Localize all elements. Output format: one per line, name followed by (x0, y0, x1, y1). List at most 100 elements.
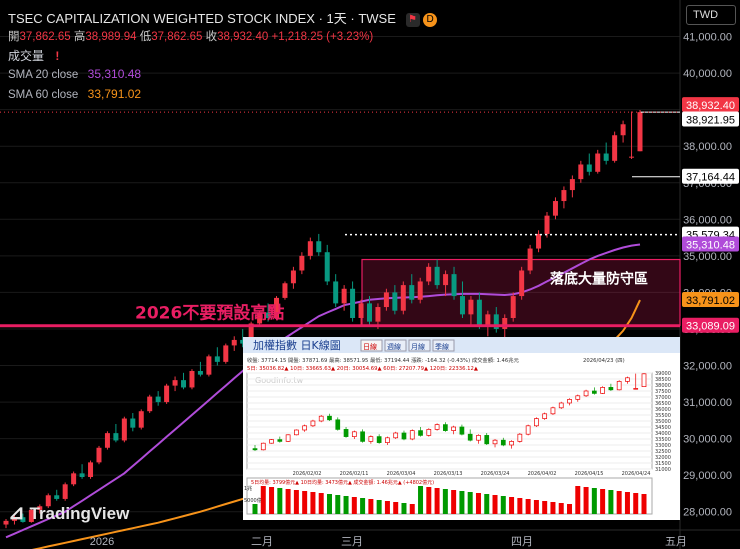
sma20-legend[interactable]: SMA 20 close 35,310.48 (8, 67, 141, 81)
inset-candle (542, 412, 548, 420)
candle-body (316, 241, 322, 253)
candle-body (214, 356, 220, 362)
candle-body (569, 179, 575, 191)
warning-icon[interactable]: ! (55, 49, 60, 63)
inset-volume-bar (451, 490, 457, 514)
inset-candle-body (260, 442, 266, 451)
candle (434, 259, 440, 289)
candle-body (586, 164, 592, 172)
candle (552, 197, 558, 220)
inset-titlebar (243, 337, 680, 353)
inset-candle-body (376, 436, 382, 443)
volume-label: 成交量 (8, 49, 45, 63)
candle-body (561, 190, 567, 202)
inset-candle (558, 401, 564, 409)
inset-candle (269, 439, 274, 444)
inset-y-tick: 33500 (655, 437, 671, 443)
inset-candle-body (277, 439, 283, 442)
inset-tab-bg (432, 339, 455, 352)
candle-body (299, 255, 305, 271)
price-label: 38,921.95 (682, 111, 739, 127)
inset-candle (600, 386, 605, 394)
price-label-bg (682, 97, 739, 113)
candle-body (113, 433, 119, 441)
candle (88, 460, 94, 479)
inset-volume-bar (575, 486, 581, 514)
open-value: 37,862.65 (19, 31, 71, 43)
inset-candle-body (459, 426, 465, 435)
delay-badge[interactable]: D (423, 12, 438, 27)
candle (350, 281, 356, 322)
candle (265, 303, 271, 322)
sma20-label: SMA 20 close (8, 69, 79, 81)
candle-body (96, 447, 102, 463)
inset-volume-bar (409, 504, 415, 514)
candle (147, 394, 153, 414)
candle (231, 336, 237, 351)
inset-volume-bar (517, 498, 523, 514)
inset-info-row: 收盤: 37714.15 開盤: 37871.69 最高: 38571.95 最… (247, 356, 520, 364)
candle-body (20, 517, 26, 522)
inset-candle-body (534, 418, 539, 427)
inset-y-tick: 38000 (655, 383, 671, 389)
price-label-text: 35,310.48 (686, 240, 735, 252)
candle-body (181, 380, 187, 388)
price-label-text: 38,921.95 (686, 115, 735, 127)
y-tick-label: 32,000.00 (683, 361, 732, 373)
candle-body (637, 112, 643, 152)
inset-volume-bar (393, 502, 399, 514)
candle (527, 244, 533, 275)
candle-body (138, 411, 144, 428)
low-label: 低 (139, 31, 152, 43)
inset-x-tick: 2026/04/02 (528, 471, 557, 477)
inset-candle-body (550, 407, 556, 415)
price-label: 33,089.09 (682, 317, 739, 333)
inset-volume-bar (633, 493, 639, 514)
candle-body (164, 385, 170, 403)
candle (586, 153, 592, 176)
inset-y-tick: 31000 (655, 467, 671, 473)
volume-legend[interactable]: 成交量 ! (8, 47, 59, 64)
inset-candle (285, 434, 291, 442)
inset-candle-body (625, 377, 630, 382)
inset-x-tick: 2026/04/15 (575, 471, 604, 477)
candle-body (527, 248, 533, 271)
candle (240, 328, 246, 348)
inset-candle (351, 430, 357, 439)
y-tick-label: 29,000.00 (683, 470, 732, 482)
currency-selector[interactable]: TWD (686, 5, 736, 25)
price-label: 38,932.40 (682, 97, 739, 113)
x-tick-label: 五月 (665, 536, 687, 548)
candle (426, 263, 432, 286)
candle-body (544, 215, 550, 234)
inset-watermark: Goodinfo.tw (255, 376, 304, 385)
candle-body (434, 266, 440, 286)
candle (37, 504, 43, 514)
inset-volume-bar (550, 502, 556, 514)
inset-candle-body (368, 436, 374, 442)
candle-body (620, 124, 626, 136)
inset-candle-body (558, 402, 564, 409)
sma60-legend[interactable]: SMA 60 close 33,791.02 (8, 87, 141, 101)
candle (409, 274, 415, 304)
x-tick-label: 2026 (90, 536, 114, 548)
y-tick-label: 31,000.00 (683, 397, 732, 409)
candle-body (223, 345, 229, 362)
price-label-bg (682, 236, 739, 252)
inset-candle (385, 436, 390, 445)
y-tick-label: 40,000.00 (683, 68, 732, 80)
inset-candle-body (575, 395, 581, 400)
inset-candle (517, 433, 523, 443)
inset-volume-bar (567, 504, 573, 514)
inset-candle-body (426, 429, 432, 436)
inset-x-tick: 2026/04/24 (622, 471, 651, 477)
inset-volume-bar (384, 501, 390, 514)
inset-y-tick: 32000 (655, 455, 671, 461)
inset-candle (401, 430, 407, 441)
inset-volume-bar (310, 492, 316, 514)
flag-icon[interactable]: ⚑ (405, 12, 420, 27)
inset-volume-bar (591, 488, 597, 514)
inset-candle-body (517, 433, 523, 442)
inset-candle-body (285, 434, 291, 442)
